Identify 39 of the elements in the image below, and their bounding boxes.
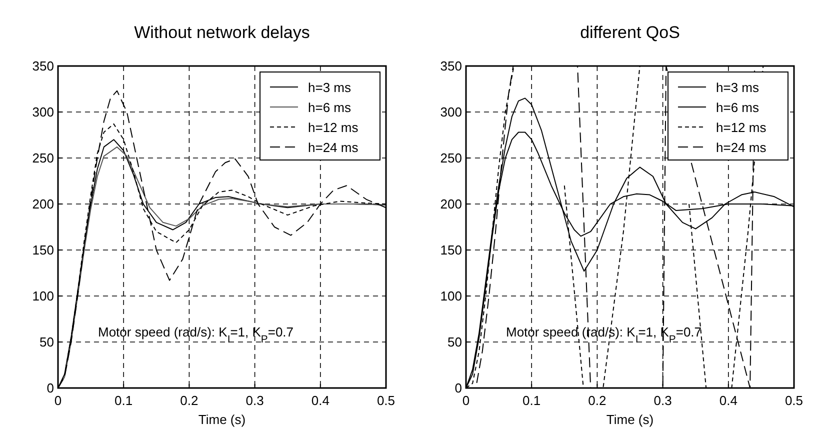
- y-tick-label: 100: [32, 288, 54, 304]
- legend-label: h=3 ms: [716, 80, 760, 95]
- y-tick-label: 0: [454, 380, 462, 396]
- y-tick-label: 250: [440, 150, 462, 166]
- chart-title: Without network delays: [134, 23, 310, 42]
- x-tick-label: 0.4: [719, 393, 738, 408]
- legend-label: h=6 ms: [308, 100, 352, 115]
- y-tick-label: 150: [440, 242, 462, 258]
- legend-label: h=12 ms: [716, 120, 767, 135]
- x-tick-label: 0.5: [784, 393, 804, 408]
- y-tick-label: 350: [440, 58, 462, 74]
- x-tick-label: 0.1: [522, 393, 541, 408]
- x-tick-label: 0.2: [588, 393, 606, 408]
- y-tick-label: 200: [440, 196, 462, 212]
- y-tick-label: 300: [32, 104, 54, 120]
- x-tick-label: 0.3: [246, 393, 264, 408]
- x-tick-label: 0.4: [311, 393, 330, 408]
- x-tick-label: 0.5: [376, 393, 396, 408]
- y-tick-label: 50: [448, 334, 462, 350]
- x-tick-label: 0.1: [114, 393, 133, 408]
- legend-label: h=12 ms: [308, 120, 359, 135]
- x-tick-label: 0.2: [180, 393, 198, 408]
- y-tick-label: 0: [46, 380, 54, 396]
- y-tick-label: 350: [32, 58, 54, 74]
- y-tick-label: 100: [440, 288, 462, 304]
- legend-label: h=6 ms: [716, 100, 760, 115]
- y-tick-label: 250: [32, 150, 54, 166]
- x-axis-title: Time (s): [606, 412, 654, 427]
- y-tick-label: 200: [32, 196, 54, 212]
- y-tick-label: 150: [32, 242, 54, 258]
- y-tick-label: 50: [40, 334, 54, 350]
- legend-label: h=24 ms: [308, 140, 359, 155]
- y-tick-label: 300: [440, 104, 462, 120]
- annotation: Motor speed (rad/s): K$_{I}$=1, K$_{P}$=0.7: [98, 324, 294, 345]
- legend-label: h=3 ms: [308, 80, 352, 95]
- legend-label: h=24 ms: [716, 140, 767, 155]
- x-tick-label: 0.3: [654, 393, 672, 408]
- chart-title: different QoS: [580, 23, 680, 42]
- x-axis-title: Time (s): [198, 412, 246, 427]
